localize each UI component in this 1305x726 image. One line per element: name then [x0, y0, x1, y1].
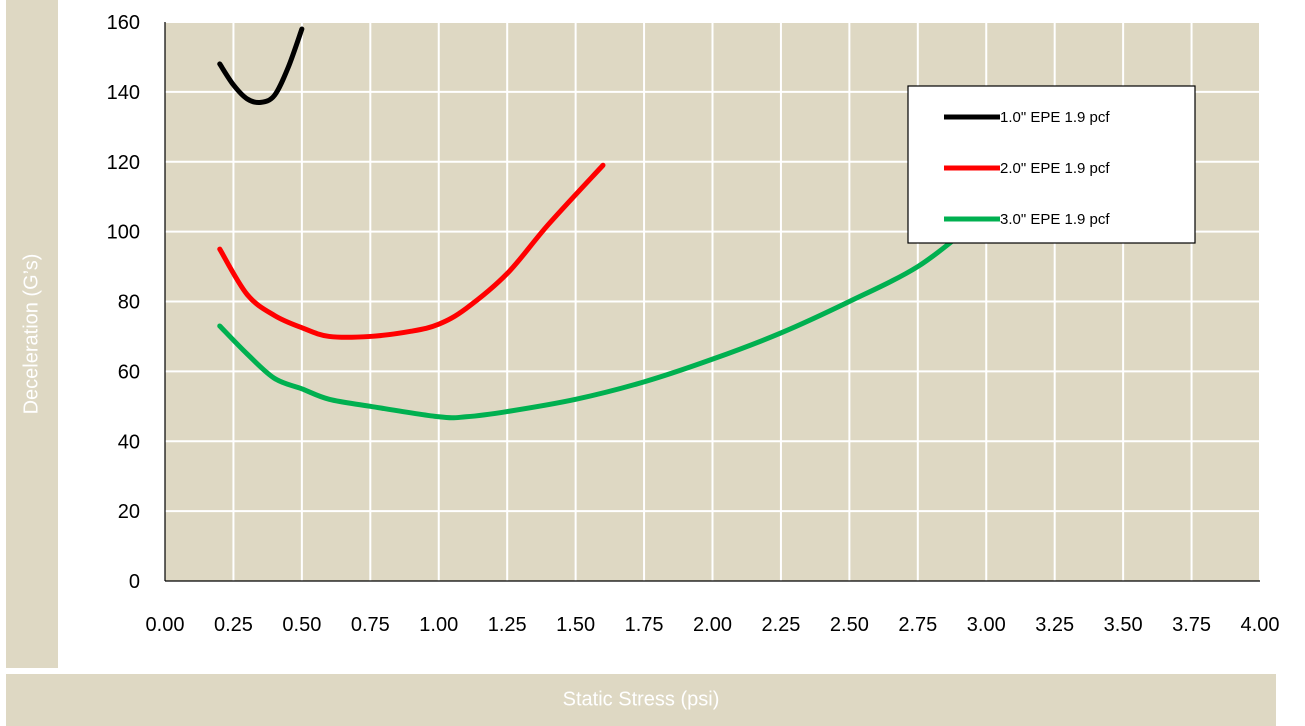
legend-entry: 2.0" EPE 1.9 pcf [1000, 160, 1110, 177]
axes [164, 22, 1260, 582]
x-tick-label: 0.50 [282, 614, 321, 636]
y-tick-label: 160 [107, 12, 140, 34]
x-tick-label: 0.25 [214, 614, 253, 636]
x-tick-label: 1.25 [488, 614, 527, 636]
y-tick-label: 20 [118, 501, 140, 523]
series-line-3 [217, 222, 976, 421]
legend: 1.0" EPE 1.9 pcf 2.0" EPE 1.9 pcf 3.0" EPE… [907, 85, 1196, 244]
series-line-2 [217, 162, 606, 340]
y-tick-label: 140 [107, 82, 140, 104]
series-line-1 [217, 26, 305, 105]
x-tick-label: 3.75 [1172, 614, 1211, 636]
y-axis-label-band [6, 0, 58, 668]
x-tick-label: 2.75 [898, 614, 937, 636]
x-tick-label: 1.50 [556, 614, 595, 636]
series-lines [217, 26, 976, 421]
x-tick-label: 0.75 [351, 614, 390, 636]
y-tick-label: 40 [118, 431, 140, 453]
x-tick-label: 3.50 [1104, 614, 1143, 636]
y-tick-label: 100 [107, 222, 140, 244]
y-tick-label: 60 [118, 361, 140, 383]
x-tick-label: 2.00 [693, 614, 732, 636]
y-tick-label: 80 [118, 292, 140, 314]
x-axis-label-band [6, 674, 1276, 726]
x-tick-label: 3.00 [967, 614, 1006, 636]
y-tick-label: 120 [107, 152, 140, 174]
y-tick-label: 0 [129, 571, 140, 593]
legend-entry: 1.0" EPE 1.9 pcf [1000, 109, 1110, 126]
x-tick-label: 4.00 [1241, 614, 1280, 636]
legend-entry: 3.0" EPE 1.9 pcf [1000, 211, 1110, 228]
x-axis-label: Static Stress (psi) [562, 688, 720, 711]
x-tick-labels: 0.00 0.25 0.50 0.75 1.00 1.25 1.50 1.75 2.00 2.25… [146, 614, 1280, 636]
x-tick-label: 0.00 [146, 614, 185, 636]
x-tick-label: 1.75 [625, 614, 664, 636]
x-tick-label: 1.00 [419, 614, 458, 636]
x-tick-label: 2.50 [830, 614, 869, 636]
x-tick-label: 2.25 [761, 614, 800, 636]
x-tick-label: 3.25 [1035, 614, 1074, 636]
y-tick-labels: 0 20 40 60 80 100 120 140 160 [107, 12, 140, 593]
